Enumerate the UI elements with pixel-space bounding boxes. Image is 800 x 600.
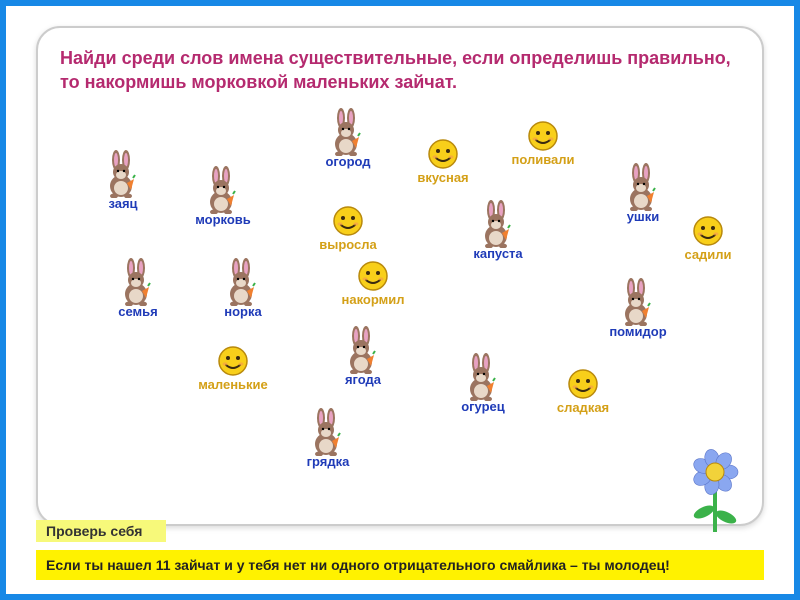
bunny-icon <box>306 408 350 456</box>
smiley-icon <box>351 258 395 294</box>
bunny-icon <box>476 200 520 248</box>
word-item-ягода[interactable]: ягода <box>318 326 408 387</box>
smiley-icon <box>686 213 730 249</box>
word-label: вкусная <box>417 170 468 185</box>
bunny-icon <box>616 278 660 326</box>
word-item-сладкая[interactable]: сладкая <box>538 366 628 415</box>
bunny-icon <box>221 258 265 306</box>
word-item-маленькие[interactable]: маленькие <box>188 343 278 392</box>
bunny-icon <box>476 200 520 248</box>
smiley-icon <box>526 119 560 153</box>
word-item-огород[interactable]: огород <box>303 108 393 169</box>
bunny-icon <box>201 166 245 214</box>
word-item-вкусная[interactable]: вкусная <box>398 136 488 185</box>
word-item-помидор[interactable]: помидор <box>593 278 683 339</box>
word-label: заяц <box>108 196 137 211</box>
word-label: морковь <box>195 212 251 227</box>
check-yourself-button[interactable]: Проверь себя <box>36 520 166 542</box>
bunny-icon <box>221 258 265 306</box>
bunny-icon <box>341 326 385 374</box>
word-item-поливали[interactable]: поливали <box>498 118 588 167</box>
smiley-icon <box>691 214 725 248</box>
word-label: маленькие <box>198 377 268 392</box>
word-item-норка[interactable]: норка <box>198 258 288 319</box>
bunny-icon <box>341 326 385 374</box>
bunny-icon <box>116 258 160 306</box>
bunny-icon <box>461 353 505 401</box>
bunny-icon <box>621 163 665 211</box>
word-item-выросла[interactable]: выросла <box>303 203 393 252</box>
content-panel: Найди среди слов имена существительные, … <box>36 26 764 526</box>
smiley-icon <box>356 259 390 293</box>
exercise-frame: Найди среди слов имена существительные, … <box>0 0 800 600</box>
word-label: садили <box>684 247 731 262</box>
word-label: огород <box>325 154 370 169</box>
word-item-морковь[interactable]: морковь <box>178 166 268 227</box>
word-label: грядка <box>307 454 350 469</box>
word-label: капуста <box>473 246 522 261</box>
word-label: норка <box>224 304 261 319</box>
smiley-icon <box>326 203 370 239</box>
instruction-text: Найди среди слов имена существительные, … <box>60 46 740 95</box>
smiley-icon <box>211 343 255 379</box>
word-label: сладкая <box>557 400 609 415</box>
smiley-icon <box>426 137 460 171</box>
word-item-семья[interactable]: семья <box>93 258 183 319</box>
word-label: ушки <box>627 209 660 224</box>
bunny-icon <box>101 150 145 198</box>
result-text: Если ты нашел 11 зайчат и у тебя нет ни … <box>36 550 764 580</box>
smiley-icon <box>216 344 250 378</box>
word-item-капуста[interactable]: капуста <box>453 200 543 261</box>
bunny-icon <box>101 150 145 198</box>
smiley-icon <box>521 118 565 154</box>
word-label: накормил <box>342 292 405 307</box>
word-label: поливали <box>511 152 574 167</box>
bunny-icon <box>461 353 505 401</box>
word-label: выросла <box>319 237 377 252</box>
play-area: огород вкусная поливали заяц морковь <box>38 108 762 524</box>
bunny-icon <box>621 163 665 211</box>
bunny-icon <box>326 108 370 156</box>
smiley-icon <box>566 367 600 401</box>
word-item-садили[interactable]: садили <box>663 213 753 262</box>
smiley-icon <box>561 366 605 402</box>
bunny-icon <box>306 408 350 456</box>
word-item-огурец[interactable]: огурец <box>438 353 528 414</box>
word-label: ягода <box>345 372 381 387</box>
word-label: огурец <box>461 399 505 414</box>
smiley-icon <box>331 204 365 238</box>
word-label: помидор <box>609 324 666 339</box>
bunny-icon <box>116 258 160 306</box>
bunny-icon <box>326 108 370 156</box>
bunny-icon <box>201 166 245 214</box>
word-item-накормил[interactable]: накормил <box>328 258 418 307</box>
smiley-icon <box>421 136 465 172</box>
bunny-icon <box>616 278 660 326</box>
word-item-грядка[interactable]: грядка <box>283 408 373 469</box>
word-item-заяц[interactable]: заяц <box>78 150 168 211</box>
word-label: семья <box>118 304 157 319</box>
flower-icon <box>680 442 750 532</box>
